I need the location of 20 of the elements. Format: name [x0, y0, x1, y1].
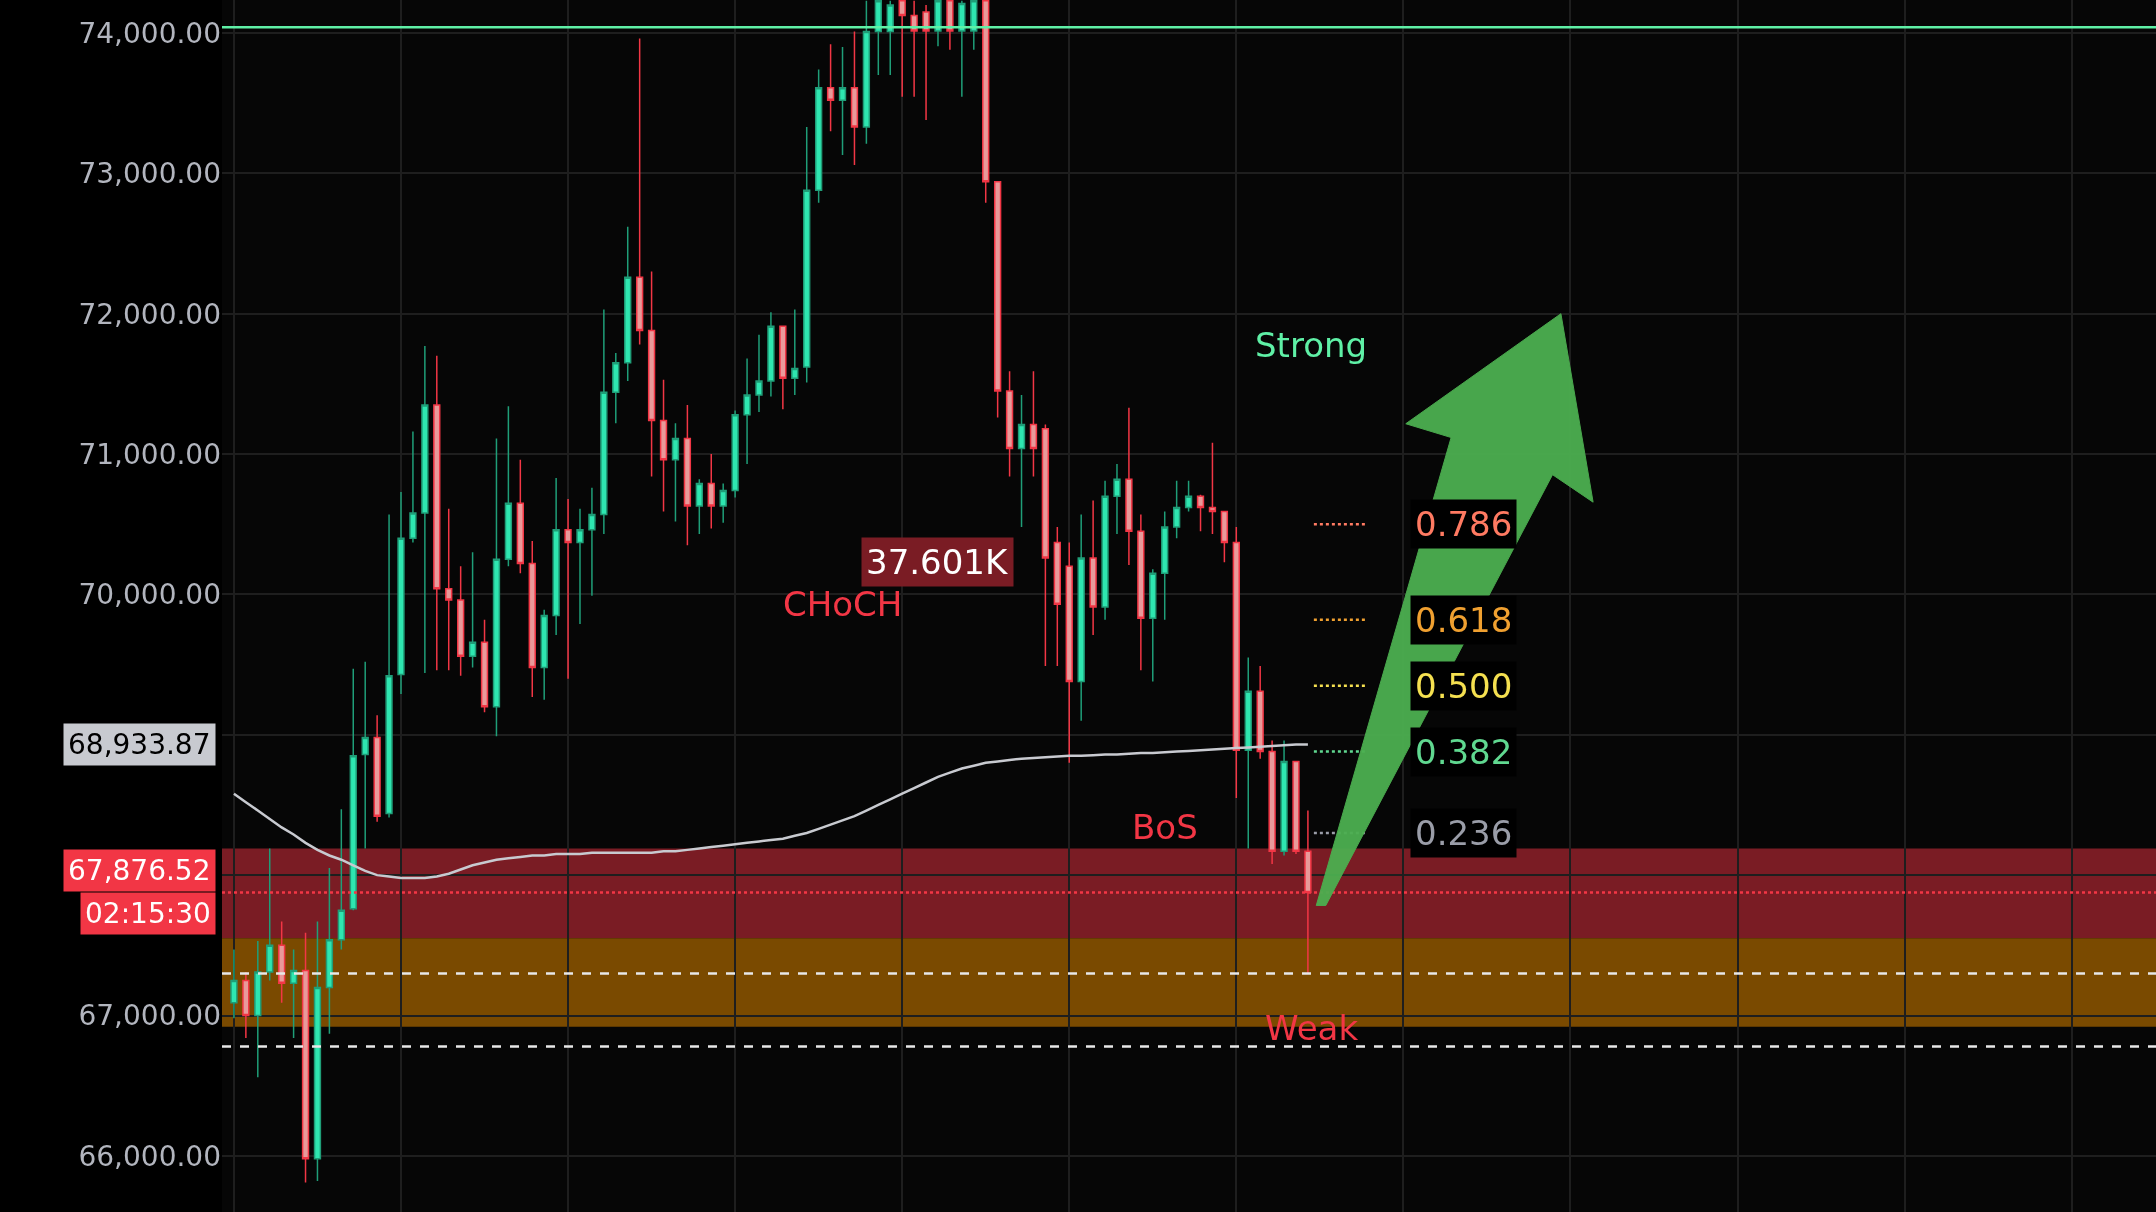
- text: 0.618: [1415, 600, 1513, 640]
- y-tick-label: 71,000.00: [78, 437, 221, 471]
- annotation: 37.601K: [866, 542, 1009, 582]
- y-tick-label: 66,000.00: [78, 1139, 221, 1173]
- annotation: Strong: [1255, 325, 1368, 365]
- annotation: Weak: [1265, 1008, 1359, 1048]
- y-tick-label: 73,000.00: [78, 157, 221, 191]
- y-tick-label: 67,000.00: [78, 999, 221, 1033]
- text: 0.500: [1415, 666, 1513, 706]
- text: 0.382: [1415, 732, 1513, 772]
- ref-line-label: 67,876.52: [68, 854, 211, 887]
- annotation: BoS: [1132, 807, 1198, 847]
- y-tick-label: 70,000.00: [78, 578, 221, 612]
- text: 0.236: [1415, 813, 1513, 853]
- text: 0.786: [1415, 504, 1513, 544]
- y-tick-label: 72,000.00: [78, 297, 221, 331]
- annotation: CHoCH: [783, 584, 903, 624]
- text: 68,933.87: [68, 728, 211, 761]
- text: 02:15:30: [85, 897, 211, 930]
- y-tick-label: 74,000.00: [78, 16, 221, 50]
